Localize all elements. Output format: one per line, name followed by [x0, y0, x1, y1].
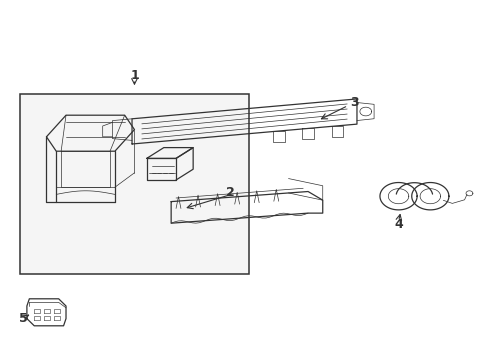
Text: 4: 4 — [393, 219, 402, 231]
Text: 1: 1 — [130, 69, 139, 82]
Bar — [20, 94, 249, 274]
Text: 2: 2 — [225, 186, 234, 199]
Text: 3: 3 — [349, 96, 358, 109]
Text: 5: 5 — [19, 312, 28, 325]
